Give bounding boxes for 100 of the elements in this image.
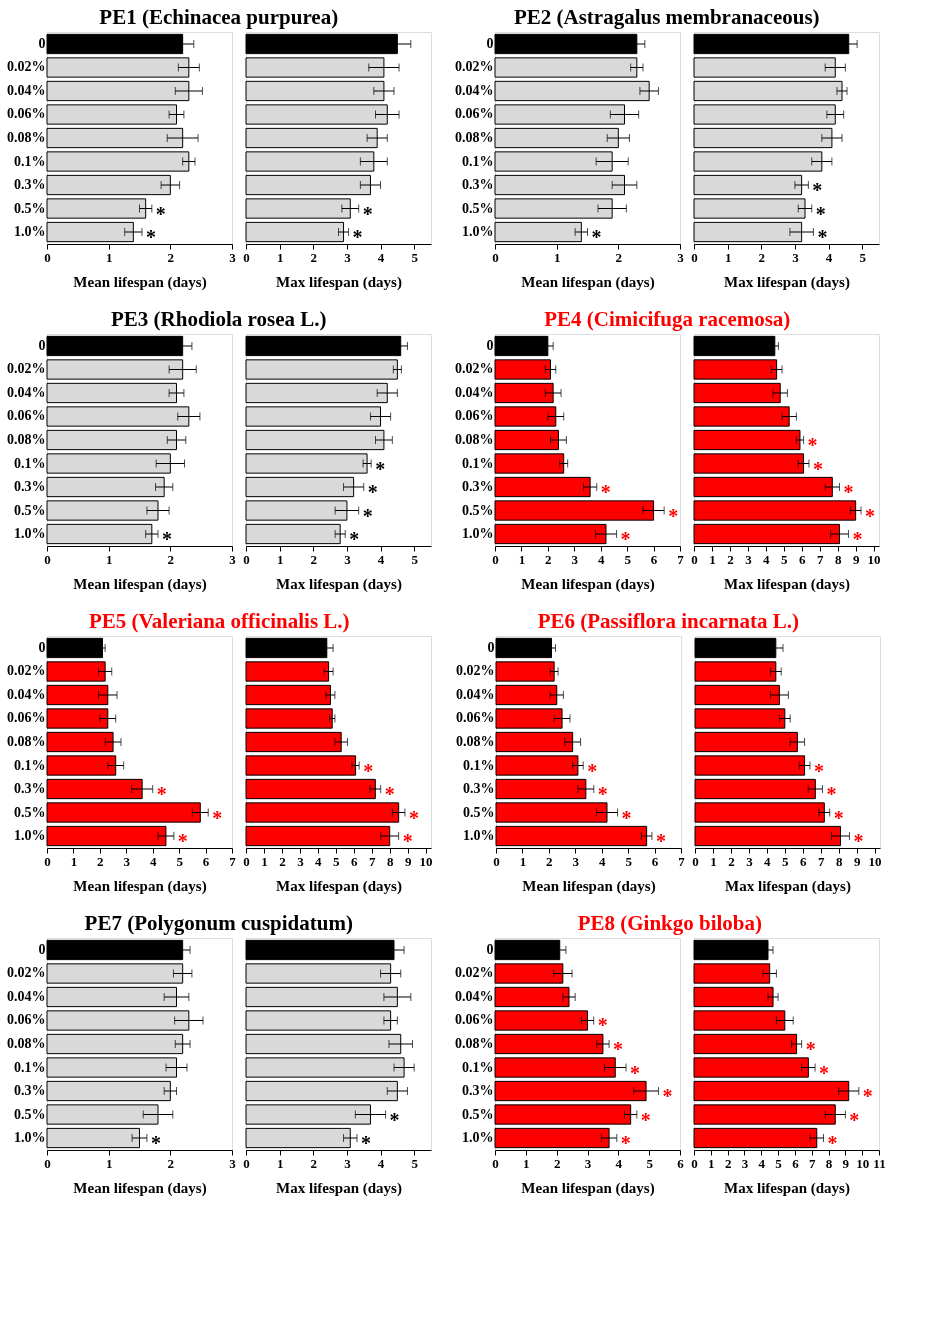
chart-title: PE3 (Rhodiola rosea L.) <box>111 306 327 331</box>
x-tick-label: 2 <box>546 853 553 869</box>
bar <box>494 453 565 474</box>
y-tick-label: 0.08% <box>7 432 46 447</box>
x-tick-label: 3 <box>571 551 579 567</box>
y-tick-label: 1.0% <box>14 1130 46 1146</box>
y-tick-label: 0 <box>486 941 494 957</box>
y-tick-label: 0.1% <box>462 1059 494 1075</box>
x-tick-label: 4 <box>597 551 605 567</box>
y-tick-label: 0.04% <box>455 82 494 98</box>
x-tick-label: 9 <box>842 1155 850 1171</box>
bar <box>245 708 333 729</box>
annotation: * <box>600 481 611 504</box>
x-tick-label: 5 <box>411 551 419 567</box>
y-tick-label: 0 <box>38 941 46 957</box>
y-tick-label: 1.0% <box>462 1130 494 1146</box>
x-tick-label: 2 <box>97 853 104 869</box>
x-axis-title: Mean lifespan (days) <box>521 575 655 593</box>
y-tick-label: 0.06% <box>455 1012 494 1028</box>
x-tick-label: 2 <box>310 1155 318 1171</box>
annotation: * <box>843 481 854 504</box>
annotation: * <box>812 179 823 202</box>
y-tick-label: 0.04% <box>7 384 46 400</box>
y-tick-label: 0.06% <box>455 106 494 122</box>
chart-title: PE6 (Passiflora incarnata L.) <box>537 608 799 633</box>
x-tick-label: 7 <box>678 853 686 869</box>
chart-title: PE1 (Echinacea purpurea) <box>99 4 339 29</box>
x-tick-label: 3 <box>297 853 305 869</box>
y-tick-label: 0.3% <box>14 781 46 797</box>
x-tick-label: 6 <box>351 853 359 869</box>
y-tick-label: 0.04% <box>455 988 494 1004</box>
y-tick-label: 0.3% <box>463 781 495 797</box>
x-axis-title: Max lifespan (days) <box>276 575 402 593</box>
y-tick-label: 0.06% <box>456 710 495 726</box>
x-tick-label: 10 <box>867 551 881 567</box>
x-tick-label: 2 <box>728 853 735 869</box>
y-tick-label: 0.06% <box>7 710 46 726</box>
x-tick-label: 1 <box>276 1155 284 1171</box>
x-tick-label: 6 <box>800 853 808 869</box>
bar <box>694 661 777 682</box>
annotation: * <box>177 830 188 853</box>
x-tick-label: 0 <box>691 551 698 567</box>
annotation: * <box>597 1014 608 1037</box>
annotation: * <box>640 1108 651 1131</box>
x-axis-title: Max lifespan (days) <box>725 877 851 895</box>
y-tick-label: 0.5% <box>14 804 46 820</box>
x-tick-label: 10 <box>419 853 433 869</box>
x-tick-label: 2 <box>279 853 286 869</box>
annotation: * <box>384 783 395 806</box>
x-tick-label: 8 <box>386 853 394 869</box>
annotation: * <box>812 457 823 480</box>
x-tick-label: 2 <box>310 249 318 265</box>
x-tick-label: 9 <box>404 853 412 869</box>
x-tick-label: 4 <box>825 249 833 265</box>
x-axis-title: Mean lifespan (days) <box>73 877 207 895</box>
bar <box>694 708 786 729</box>
x-tick-label: 0 <box>243 551 250 567</box>
x-tick-label: 7 <box>816 551 824 567</box>
bar <box>693 359 778 380</box>
x-tick-label: 3 <box>584 1155 592 1171</box>
y-tick-label: 0.5% <box>14 1106 46 1122</box>
annotation: * <box>813 759 824 782</box>
x-tick-label: 5 <box>859 249 867 265</box>
y-tick-label: 0.1% <box>462 455 494 471</box>
x-tick-label: 8 <box>825 1155 833 1171</box>
y-tick-label: 0.02% <box>7 965 46 981</box>
y-tick-label: 0.04% <box>7 686 46 702</box>
x-tick-label: 9 <box>853 853 861 869</box>
x-tick-label: 2 <box>615 249 623 265</box>
x-tick-label: 5 <box>333 853 341 869</box>
x-tick-label: 4 <box>377 1155 385 1171</box>
annotation: * <box>815 202 826 225</box>
bar <box>693 500 857 521</box>
annotation: * <box>862 1085 873 1108</box>
x-tick-label: 7 <box>368 853 376 869</box>
chart-title: PE2 (Astragalus membranaceous) <box>513 4 820 29</box>
x-tick-label: 10 <box>868 853 882 869</box>
bar <box>693 986 774 1008</box>
x-tick-label: 11 <box>873 1155 886 1171</box>
annotation: * <box>367 481 378 504</box>
annotation: * <box>819 1061 830 1084</box>
annotation: * <box>630 1061 641 1084</box>
x-tick-label: 0 <box>692 853 699 869</box>
y-tick-label: 1.0% <box>14 828 46 844</box>
x-tick-label: 1 <box>709 551 716 567</box>
annotation: * <box>408 806 419 829</box>
x-tick-label: 0 <box>243 1155 250 1171</box>
bar <box>495 825 648 847</box>
x-tick-label: 3 <box>123 853 131 869</box>
y-tick-label: 0.06% <box>7 1012 46 1028</box>
x-tick-label: 1 <box>276 551 284 567</box>
annotation: * <box>155 202 166 225</box>
x-tick-label: 2 <box>727 551 734 567</box>
y-tick-label: 0.06% <box>7 106 46 122</box>
annotation: * <box>621 806 632 829</box>
y-tick-label: 0.08% <box>7 1036 46 1051</box>
x-axis-title: Max lifespan (days) <box>724 1179 850 1197</box>
annotation: * <box>865 504 876 527</box>
x-tick-label: 5 <box>781 551 789 567</box>
x-tick-label: 1 <box>523 1155 530 1171</box>
